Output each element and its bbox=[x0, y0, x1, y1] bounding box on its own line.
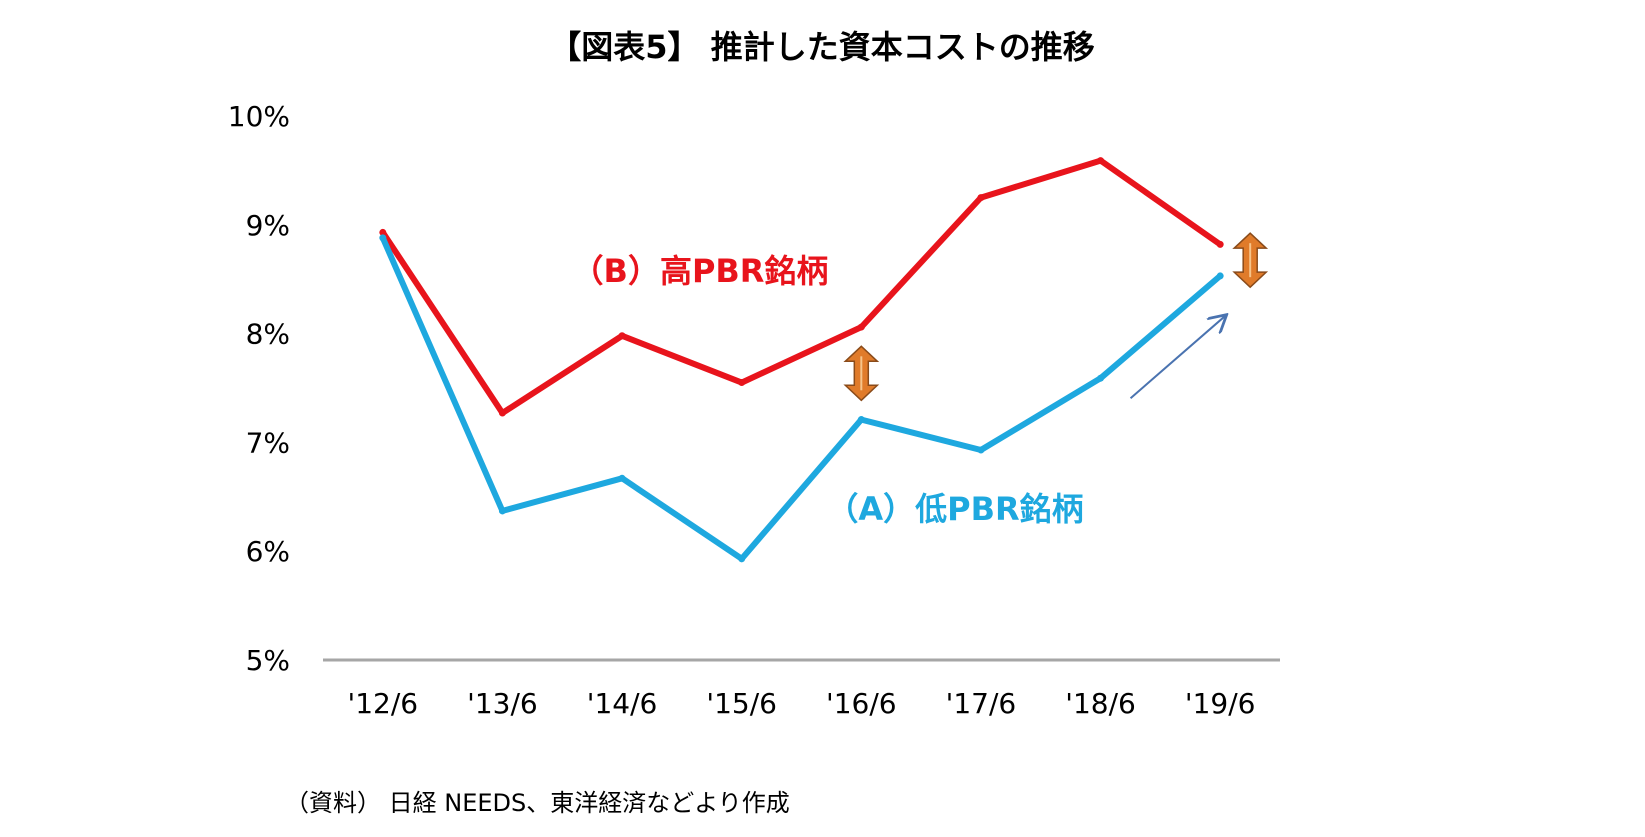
x-tick-label: '17/6 bbox=[946, 687, 1017, 720]
data-point-low-pbr bbox=[857, 416, 865, 424]
data-point-high-pbr bbox=[738, 379, 746, 387]
data-point-high-pbr bbox=[977, 194, 985, 202]
data-point-high-pbr bbox=[1216, 240, 1224, 248]
data-point-low-pbr bbox=[618, 474, 626, 482]
x-tick-label: '16/6 bbox=[826, 687, 897, 720]
chart-title: 【図表5】 推計した資本コストの推移 bbox=[549, 28, 1094, 66]
y-tick-label: 5% bbox=[246, 644, 290, 677]
series-line-high-pbr bbox=[379, 157, 1224, 416]
x-tick-label: '19/6 bbox=[1185, 687, 1256, 720]
y-tick-label: 6% bbox=[246, 535, 290, 568]
data-point-high-pbr bbox=[498, 409, 506, 417]
double-arrow-icon bbox=[1232, 232, 1269, 289]
x-tick-label: '15/6 bbox=[706, 687, 777, 720]
data-point-high-pbr bbox=[379, 228, 387, 236]
x-tick-label: '18/6 bbox=[1065, 687, 1136, 720]
data-point-low-pbr bbox=[738, 555, 746, 563]
data-point-high-pbr bbox=[1097, 157, 1105, 165]
source-note: （資料） 日経 NEEDS、東洋経済などより作成 bbox=[285, 789, 790, 817]
data-point-high-pbr bbox=[618, 332, 626, 340]
double-arrow-icon bbox=[843, 345, 880, 402]
x-tick-label: '14/6 bbox=[587, 687, 658, 720]
x-axis-ticks: '12/6 '13/6 '14/6 '15/6 '16/6 '17/6 '18/6 '19/6 bbox=[348, 687, 1256, 720]
data-point-low-pbr bbox=[977, 446, 985, 454]
y-tick-label: 10% bbox=[228, 100, 290, 133]
series-line-low-pbr bbox=[379, 234, 1224, 562]
y-tick-label: 9% bbox=[246, 209, 290, 242]
y-axis-ticks: 5% 6% 7% 8% 9% 10% bbox=[228, 100, 290, 677]
trend-arrow-icon bbox=[1129, 316, 1226, 399]
y-tick-label: 8% bbox=[246, 318, 290, 351]
data-point-low-pbr bbox=[1216, 272, 1224, 280]
series-label-low-pbr: （A）低PBR銘柄 bbox=[826, 490, 1083, 528]
x-tick-label: '13/6 bbox=[467, 687, 538, 720]
data-point-low-pbr bbox=[498, 507, 506, 515]
data-point-low-pbr bbox=[379, 234, 387, 242]
y-tick-label: 7% bbox=[246, 426, 290, 459]
series-lines bbox=[379, 157, 1224, 563]
data-point-low-pbr bbox=[1097, 374, 1105, 382]
series-label-high-pbr: （B）高PBR銘柄 bbox=[572, 252, 829, 290]
data-point-high-pbr bbox=[857, 323, 865, 331]
annotations bbox=[843, 232, 1269, 402]
x-tick-label: '12/6 bbox=[348, 687, 419, 720]
